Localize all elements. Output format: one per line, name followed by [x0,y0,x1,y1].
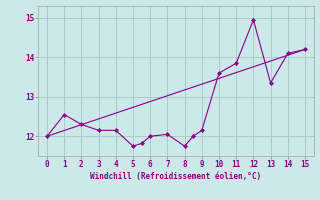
X-axis label: Windchill (Refroidissement éolien,°C): Windchill (Refroidissement éolien,°C) [91,172,261,181]
